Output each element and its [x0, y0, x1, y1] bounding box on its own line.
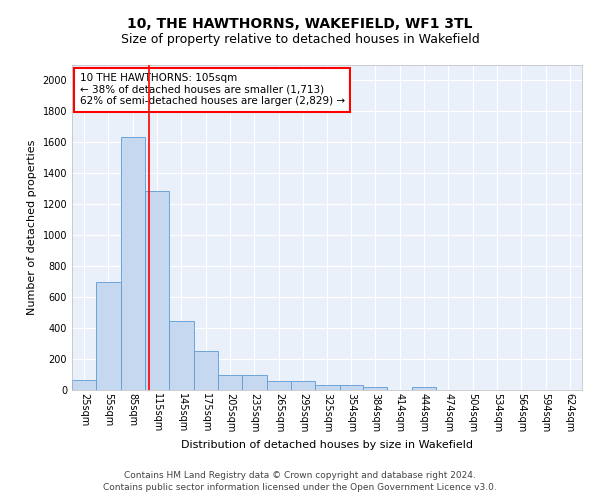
X-axis label: Distribution of detached houses by size in Wakefield: Distribution of detached houses by size … [181, 440, 473, 450]
Bar [218, 376, 242, 390]
Bar [242, 376, 266, 390]
Bar [363, 387, 388, 390]
Bar [194, 352, 218, 390]
Bar [340, 386, 363, 390]
Text: 10, THE HAWTHORNS, WAKEFIELD, WF1 3TL: 10, THE HAWTHORNS, WAKEFIELD, WF1 3TL [127, 18, 473, 32]
Bar [121, 137, 145, 390]
Bar [97, 282, 121, 390]
Bar [291, 382, 315, 390]
Text: Size of property relative to detached houses in Wakefield: Size of property relative to detached ho… [121, 32, 479, 46]
Text: Contains HM Land Registry data © Crown copyright and database right 2024.
Contai: Contains HM Land Registry data © Crown c… [103, 471, 497, 492]
Bar [315, 386, 340, 390]
Bar [169, 321, 194, 390]
Bar [266, 382, 291, 390]
Bar [72, 380, 97, 390]
Bar [145, 191, 169, 390]
Y-axis label: Number of detached properties: Number of detached properties [27, 140, 37, 315]
Text: 10 THE HAWTHORNS: 105sqm
← 38% of detached houses are smaller (1,713)
62% of sem: 10 THE HAWTHORNS: 105sqm ← 38% of detach… [80, 73, 345, 106]
Bar [412, 387, 436, 390]
